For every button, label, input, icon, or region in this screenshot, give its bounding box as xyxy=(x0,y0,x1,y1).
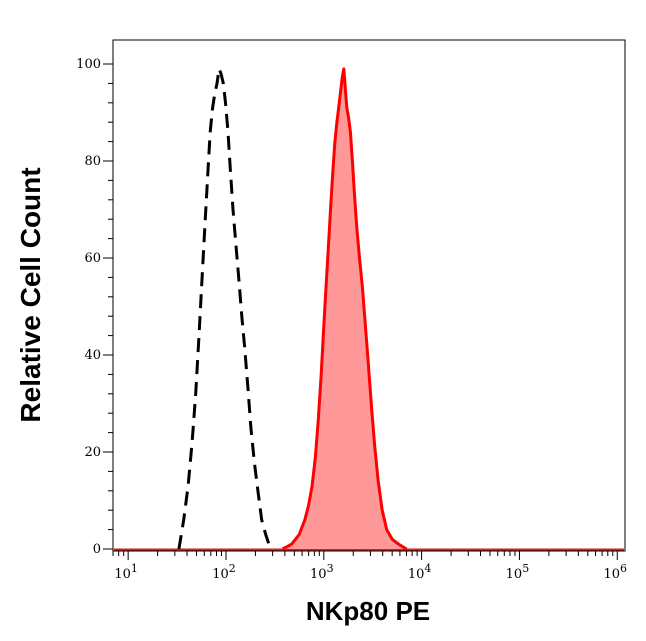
y-tick-label: 80 xyxy=(84,154,101,169)
plot-frame xyxy=(112,39,626,552)
y-axis: 0 20 40 60 80 100 xyxy=(76,57,113,557)
x-tick-label: 101 xyxy=(114,562,138,582)
series-2-line xyxy=(281,67,408,551)
x-axis: 101 102 103 104 105 106 xyxy=(112,551,627,582)
x-tick-label: 102 xyxy=(212,562,236,582)
series-2-fill xyxy=(282,68,407,550)
x-tick-label: 104 xyxy=(408,562,432,582)
y-tick-label: 60 xyxy=(84,251,101,266)
series-layer xyxy=(114,67,624,551)
x-tick-label: 106 xyxy=(603,562,627,582)
y-tick-label: 20 xyxy=(84,445,101,460)
y-tick-label: 100 xyxy=(76,57,101,72)
y-tick-label: 40 xyxy=(84,348,101,363)
y-axis-title: Relative Cell Count xyxy=(15,167,46,422)
x-axis-title: NKp80 PE xyxy=(306,596,430,626)
x-tick-label: 105 xyxy=(506,562,530,582)
series-1-line xyxy=(177,67,272,550)
x-tick-label: 103 xyxy=(310,562,334,582)
y-tick-label: 0 xyxy=(93,542,101,557)
